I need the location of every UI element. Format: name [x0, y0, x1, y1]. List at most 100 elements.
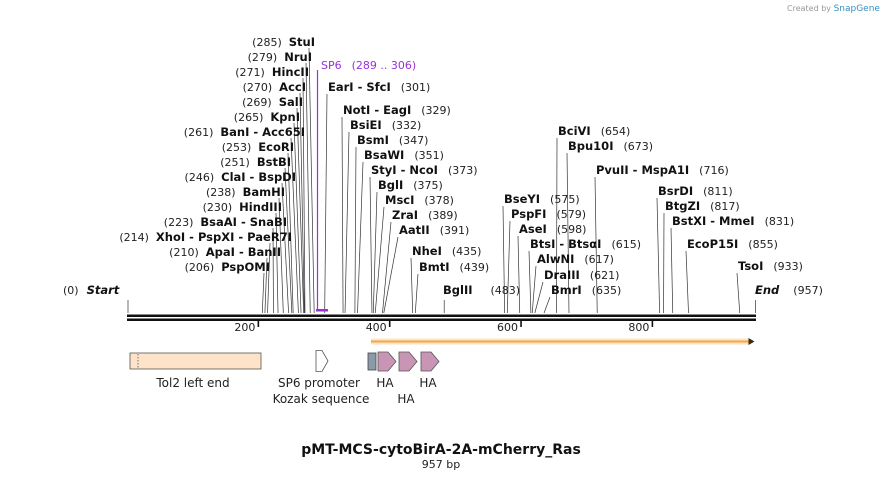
- sequence-title: pMT-MCS-cytoBirA-2A-mCherry_Ras: [301, 442, 581, 458]
- site-bcivi[interactable]: BciVI (654): [558, 124, 630, 138]
- site-nrui[interactable]: (279) NruI: [248, 50, 312, 64]
- site-btgzi[interactable]: BtgZI (817): [665, 199, 740, 213]
- site-bmri[interactable]: BmrI (635): [551, 283, 621, 297]
- sequence-backbone-bottom: [127, 318, 756, 321]
- feature-ha-2[interactable]: HA: [397, 351, 418, 406]
- site-apai[interactable]: (210) ApaI - BanII: [169, 245, 281, 259]
- site-asei[interactable]: AseI (598): [519, 222, 586, 236]
- site-bani[interactable]: (261) BanI - Acc65I: [184, 125, 305, 139]
- site-styi[interactable]: StyI - NcoI (373): [371, 163, 478, 177]
- feature-label-ha-2: HA: [397, 392, 415, 406]
- feature-label-ha-3: HA: [419, 376, 437, 390]
- site-pspomi[interactable]: (206) PspOMI: [185, 260, 270, 274]
- site-nhei[interactable]: NheI (435): [412, 244, 481, 258]
- leader-pspfi: [506, 220, 511, 314]
- leader-ecori: [287, 152, 294, 314]
- site-ecori[interactable]: (253) EcoRI: [222, 140, 294, 154]
- tick-label-400: 400: [366, 321, 387, 334]
- leader-hincii: [302, 77, 306, 314]
- leader-stui: [308, 47, 315, 314]
- site-sali[interactable]: (269) SalI: [242, 95, 303, 109]
- tick-label-600: 600: [497, 321, 518, 334]
- primer-sp6[interactable]: SP6 (289 .. 306): [316, 59, 416, 312]
- feature-tol2-left-end[interactable]: Tol2 left end: [129, 352, 262, 390]
- feature-sp6-promoter[interactable]: SP6 promoter: [278, 350, 360, 391]
- leader-tsoi: [736, 272, 741, 314]
- leader-btsi: [528, 250, 532, 314]
- leader-sali: [296, 107, 305, 314]
- site-leader-lines: [127, 47, 756, 314]
- leader-bmti: [414, 273, 419, 314]
- leader-bsiei: [344, 131, 350, 314]
- site-msci[interactable]: MscI (378): [385, 193, 454, 207]
- site-aatii[interactable]: AatII (391): [399, 223, 469, 237]
- feature-orf-arrow[interactable]: [370, 338, 755, 345]
- site-bsaai[interactable]: (223) BsaAI - SnaBI: [164, 215, 287, 229]
- leader-clai: [281, 182, 289, 314]
- svg-text:SP6(289 .. 306): SP6 (289 .. 306): [321, 59, 416, 72]
- site-stui[interactable]: (285) StuI: [252, 35, 315, 49]
- site-bamhi[interactable]: (238) BamHI: [206, 185, 285, 199]
- feature-ha-1[interactable]: HA: [376, 351, 397, 390]
- site-pspfi[interactable]: PspFI (579): [511, 207, 586, 221]
- site-bseyi[interactable]: BseYI (575): [504, 192, 580, 206]
- site-bmti[interactable]: BmtI (439): [419, 260, 489, 274]
- site-hindiii[interactable]: (230) HindIII: [203, 200, 282, 214]
- primer-name: SP6: [321, 59, 342, 72]
- site-bsmi[interactable]: BsmI (347): [357, 133, 428, 147]
- site-xhoi[interactable]: (214) XhoI - PspXI - PaeR7I: [119, 230, 292, 244]
- leader-bgli: [372, 191, 378, 314]
- site-labels: (285) StuI(279) NruI(271) HincII(270) AccI(2…: [63, 35, 823, 297]
- site-bglii[interactable]: BglII (483): [443, 283, 520, 297]
- feature-label-sp6-promoter: SP6 promoter: [278, 376, 360, 390]
- leader-xhoi: [267, 242, 271, 314]
- site-bsiei[interactable]: BsiEI (332): [350, 118, 421, 132]
- leader-draiii: [534, 281, 544, 314]
- leader-bstxi: [670, 227, 674, 314]
- site-draiii[interactable]: DraIII (621): [544, 268, 619, 282]
- leader-nhei: [410, 257, 414, 314]
- leader-bsmi: [354, 146, 357, 314]
- tick-label-200: 200: [234, 321, 255, 334]
- site-bstbi[interactable]: (251) BstBI: [220, 155, 291, 169]
- site-eari[interactable]: EarI - SfcI (301): [328, 80, 430, 94]
- feature-kozak-sequence[interactable]: Kozak sequence: [273, 352, 377, 406]
- feature-ha-3[interactable]: HA: [419, 351, 440, 390]
- site-alwni[interactable]: AlwNI (617): [537, 252, 614, 266]
- site-tsoi[interactable]: TsoI (933): [738, 259, 803, 273]
- leader-ecop15i: [685, 250, 689, 314]
- site-bstxi[interactable]: BstXI - MmeI (831): [672, 214, 794, 228]
- leader-hindiii: [275, 212, 279, 314]
- leader-alwni: [531, 265, 537, 314]
- site-kpni[interactable]: (265) KpnI: [234, 110, 300, 124]
- site-bsawi[interactable]: BsaWI (351): [364, 148, 444, 162]
- leader-asei: [517, 235, 521, 314]
- ruler-ticks: 200 400 600 800: [234, 321, 654, 334]
- leader-bmri: [543, 296, 551, 314]
- site-clai[interactable]: (246) ClaI - BspDI: [185, 170, 296, 184]
- site-hincii[interactable]: (271) HincII: [235, 65, 309, 79]
- leader-bstbi: [284, 167, 293, 314]
- site-bpu10i[interactable]: Bpu10I (673): [568, 139, 653, 153]
- site-noti[interactable]: NotI - EagI (329): [343, 103, 451, 117]
- site-bsrdi[interactable]: BsrDI (811): [658, 184, 733, 198]
- leader-noti: [341, 116, 344, 314]
- primer-sp6-bar: [316, 309, 328, 312]
- site-ecop15i[interactable]: EcoP15I (855): [687, 237, 778, 251]
- feature-label-tol2: Tol2 left end: [155, 376, 229, 390]
- leader-bani: [290, 137, 299, 314]
- sequence-length: 957 bp: [422, 458, 460, 471]
- primer-range: (289 .. 306): [352, 59, 417, 72]
- leader-bsawi: [357, 161, 364, 314]
- site-acci[interactable]: (270) AccI: [243, 80, 306, 94]
- leader-eari: [324, 93, 328, 314]
- site-btsi[interactable]: BtsI - BtsαI (615): [530, 237, 641, 251]
- leader-styi: [369, 176, 373, 314]
- leader-kpni: [293, 122, 302, 314]
- site-pvuii[interactable]: PvuII - MspA1I (716): [596, 163, 729, 177]
- site-bgli[interactable]: BglI (375): [378, 178, 443, 192]
- leader-aatii: [383, 236, 399, 314]
- site-zrai[interactable]: ZraI (389): [392, 208, 458, 222]
- leader-nrui: [305, 62, 311, 314]
